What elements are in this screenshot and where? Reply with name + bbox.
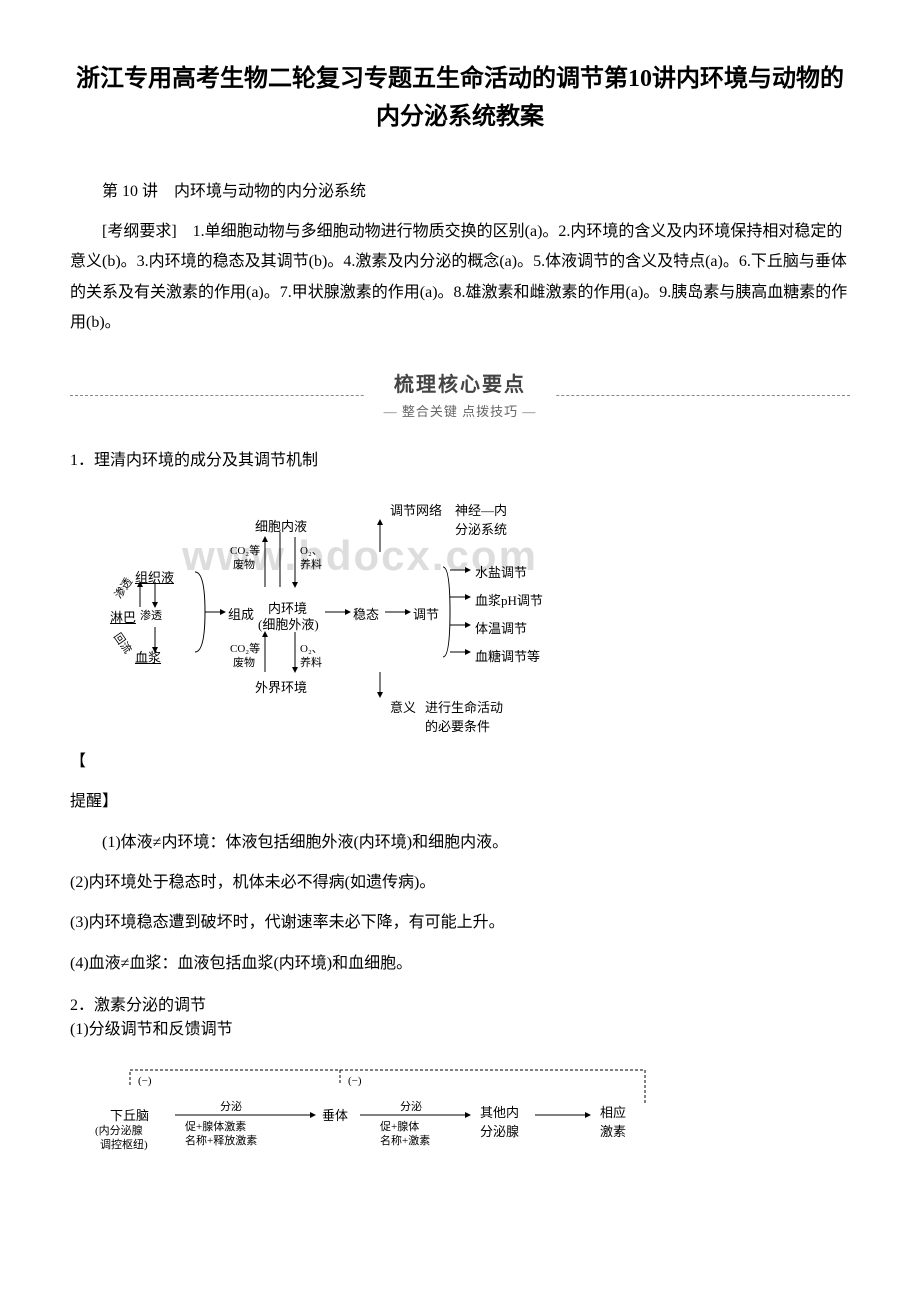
d1-plasma: 血浆 [135,647,161,666]
d1-tissue-fluid: 组织液 [135,567,174,586]
reminder-bracket-open: 【 [70,747,850,777]
point-2-sub: (1)分级调节和反馈调节 [70,1015,850,1045]
reminder-3: (3)内环境稳态遭到破坏时，代谢速率未必下降，有可能上升。 [70,908,850,938]
divider-sub-text: — 整合关键 点拨技巧 — [384,401,537,420]
d2-secrete-1: 分泌 [220,1098,242,1114]
d1-stable: 稳态 [353,604,379,623]
d1-cell-fluid: 细胞内液 [255,516,307,535]
divider-main-text: 梳理核心要点 [384,368,537,397]
d1-compose: 组成 [228,604,254,623]
reminder-label: 提醒】 [70,787,850,817]
d2-pituitary: 垂体 [322,1105,348,1124]
d1-life-activity: 进行生命活动的必要条件 [425,697,503,735]
lesson-heading: 第 10 讲 内环境与动物的内分泌系统 [70,177,850,201]
d1-water-salt: 水盐调节 [475,562,527,581]
d1-nutrient-2: 养料 [300,654,322,670]
d1-nutrient-1: 养料 [300,556,322,572]
diagram-2-svg [90,1060,660,1160]
d1-reg-network: 调节网络 [390,500,442,519]
d1-temp-reg: 体温调节 [475,618,527,637]
divider-text-wrap: 梳理核心要点 — 整合关键 点拨技巧 — [364,368,557,420]
d1-regulate: 调节 [413,604,439,623]
d2-minus-2: (−) [348,1075,362,1087]
reminder-2: (2)内环境处于稳态时，机体未必不得病(如遗传病)。 [70,868,850,898]
diagram-2: (−) (−) 下丘脑 (内分泌腺 调控枢纽) 分泌 促+腺体激素 名称+释放激… [90,1060,660,1160]
page-title: 浙江专用高考生物二轮复习专题五生命活动的调节第10讲内环境与动物的内分泌系统教案 [70,60,850,137]
exam-requirements: [考纲要求] 1.单细胞动物与多细胞动物进行物质交换的区别(a)。2.内环境的含… [70,217,850,339]
d1-lymph: 淋巴 [110,607,136,626]
d2-other-endo: 其他内分泌腺 [480,1102,519,1140]
d1-external: 外界环境 [255,677,307,696]
d2-name-release: 名称+释放激素 [185,1132,257,1148]
point-2-title: 2．激素分泌的调节 [70,991,850,1015]
reminder-1: (1)体液≠内环境：体液包括细胞外液(内环境)和细胞内液。 [70,828,850,858]
d1-waste-1: 废物 [233,556,255,572]
d1-waste-2: 废物 [233,654,255,670]
d2-minus-1: (−) [138,1075,152,1087]
d1-ph-reg: 血浆pH调节 [475,590,543,609]
d2-control-hub: 调控枢纽) [100,1136,148,1152]
point-1-title: 1．理清内环境的成分及其调节机制 [70,446,850,476]
d1-nerve-endo: 神经—内分泌系统 [455,500,507,538]
d1-sugar-reg: 血糖调节等 [475,646,540,665]
diagram-1: www.bdocx.com 细胞内 [110,492,610,732]
d1-osmosis-2: 渗透 [140,607,162,623]
d1-meaning: 意义 [390,697,416,716]
d1-extra-fluid: (细胞外液) [258,614,319,633]
section-divider: 梳理核心要点 — 整合关键 点拨技巧 — [70,368,850,421]
d2-name-hormone: 名称+激素 [380,1132,430,1148]
reminder-4: (4)血液≠血浆：血液包括血浆(内环境)和血细胞。 [70,949,850,979]
d2-secrete-2: 分泌 [400,1098,422,1114]
d2-corresponding: 相应激素 [600,1102,626,1140]
